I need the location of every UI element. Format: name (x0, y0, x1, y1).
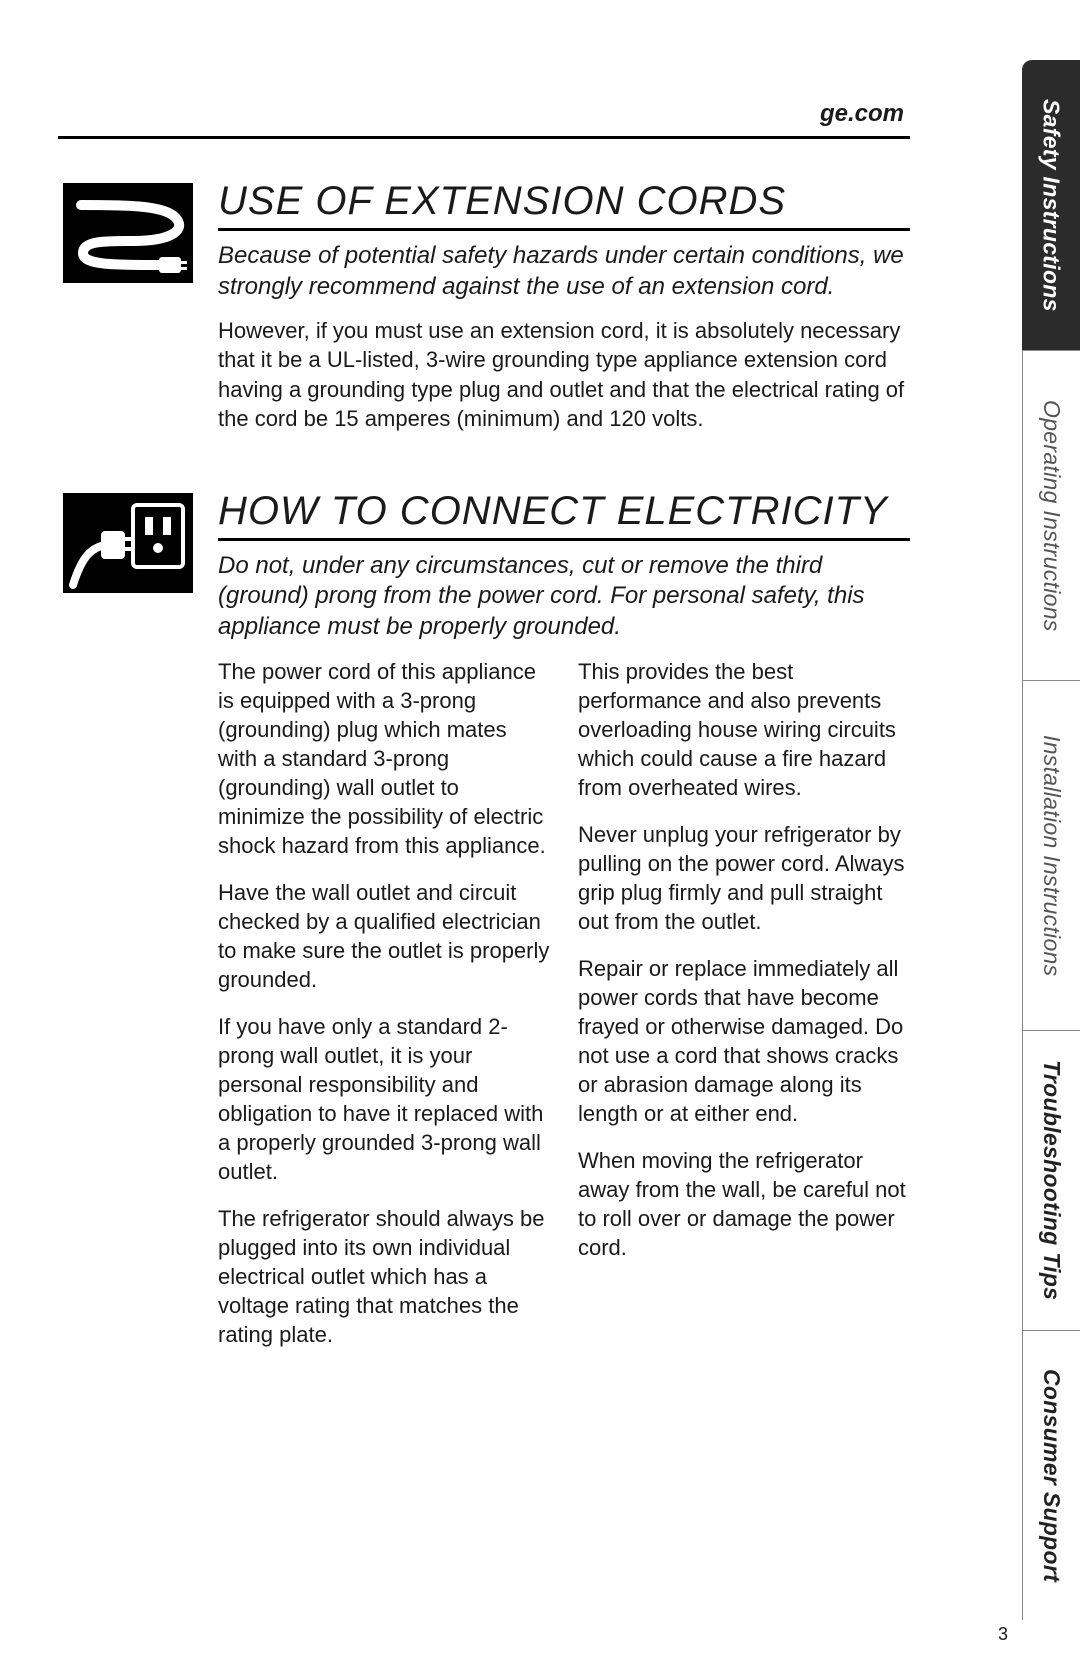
section-lead: Do not, under any circumstances, cut or … (218, 551, 910, 643)
tab-label: Troubleshooting Tips (1038, 1060, 1065, 1300)
body-para: The power cord of this appliance is equi… (218, 657, 550, 860)
side-tabs: Safety Instructions Operating Instructio… (1022, 60, 1080, 1620)
two-column-body: The power cord of this appliance is equi… (218, 657, 910, 1368)
tab-label: Safety Instructions (1038, 99, 1065, 312)
body-para: Have the wall outlet and circuit checked… (218, 878, 550, 994)
body-para: Repair or replace immediately all power … (578, 954, 910, 1128)
tab-operating-instructions[interactable]: Operating Instructions (1022, 350, 1080, 680)
page-number: 3 (998, 1624, 1008, 1645)
section-lead: Because of potential safety hazards unde… (218, 241, 910, 302)
content-area: ge.com USE OF EXTENSION CORDS Because of… (58, 100, 910, 1405)
tab-safety-instructions[interactable]: Safety Instructions (1022, 60, 1080, 350)
tab-consumer-support[interactable]: Consumer Support (1022, 1330, 1080, 1620)
left-column: The power cord of this appliance is equi… (218, 657, 550, 1368)
body-para: Never unplug your refrigerator by pullin… (578, 820, 910, 936)
top-rule (58, 136, 910, 139)
section-extension-cords: USE OF EXTENSION CORDS Because of potent… (58, 179, 910, 451)
section-connect-electricity: HOW TO CONNECT ELECTRICITY Do not, under… (58, 489, 910, 1368)
body-para: The refrigerator should always be plugge… (218, 1204, 550, 1349)
extension-cord-icon (58, 179, 198, 283)
section-body: HOW TO CONNECT ELECTRICITY Do not, under… (218, 489, 910, 1368)
body-para: This provides the best performance and a… (578, 657, 910, 802)
plug-outlet-icon (58, 489, 198, 593)
tab-troubleshooting-tips[interactable]: Troubleshooting Tips (1022, 1030, 1080, 1330)
right-column: This provides the best performance and a… (578, 657, 910, 1368)
section-para: However, if you must use an extension co… (218, 316, 910, 432)
body-para: When moving the refrigerator away from t… (578, 1146, 910, 1262)
tab-label: Installation Instructions (1038, 735, 1065, 976)
manual-page: ge.com USE OF EXTENSION CORDS Because of… (0, 0, 1080, 1669)
section-title: USE OF EXTENSION CORDS (218, 179, 910, 231)
tab-installation-instructions[interactable]: Installation Instructions (1022, 680, 1080, 1030)
header-url: ge.com (58, 100, 910, 136)
tab-label: Consumer Support (1038, 1369, 1065, 1582)
body-para: If you have only a standard 2-prong wall… (218, 1012, 550, 1186)
tab-label: Operating Instructions (1038, 400, 1065, 632)
section-body: USE OF EXTENSION CORDS Because of potent… (218, 179, 910, 451)
section-title: HOW TO CONNECT ELECTRICITY (218, 489, 910, 541)
